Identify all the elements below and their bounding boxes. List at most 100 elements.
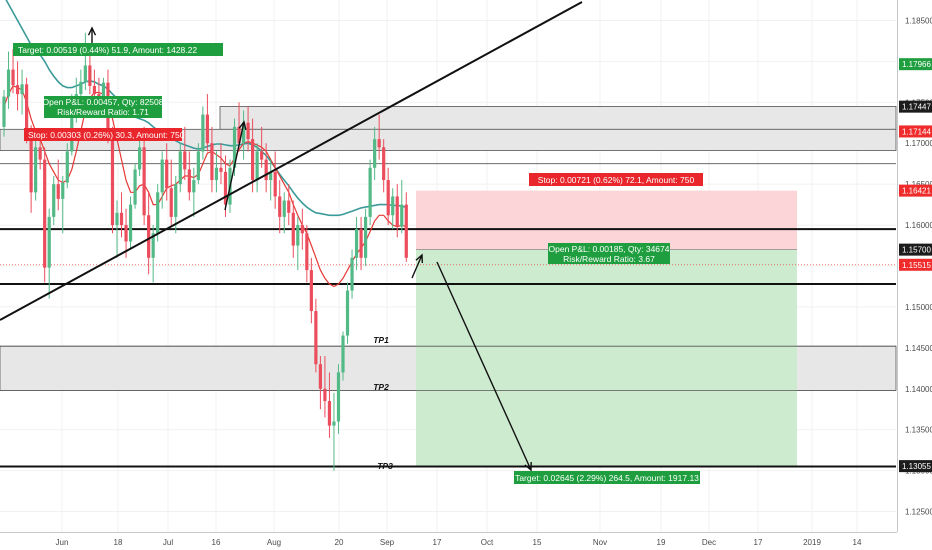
- candle-body-25: [115, 212, 119, 226]
- arrow-up-top-head: [87, 26, 97, 36]
- long-target-text: Target: 0.00519 (0.44%) 51.9, Amount: 14…: [18, 45, 197, 55]
- drawings: [0, 1, 583, 472]
- candle-body-30: [138, 147, 142, 170]
- candle-body-65: [296, 225, 300, 246]
- long-target-badge: Target: 0.00519 (0.44%) 51.9, Amount: 14…: [13, 43, 223, 56]
- price-tag-1.15700: 1.15700: [899, 243, 932, 256]
- price-tag-text-1.13055: 1.13055: [902, 462, 931, 471]
- candle-body-73: [332, 421, 336, 426]
- price-tag-bg-1.16421: [899, 184, 932, 197]
- candle-body-31: [142, 147, 146, 216]
- candle-body-78: [354, 229, 359, 258]
- candle-body-57: [260, 151, 264, 160]
- candle-body-59: [269, 171, 273, 181]
- time-tick-Oct: Oct: [481, 538, 494, 547]
- candle-body-1: [6, 69, 11, 97]
- candle-body-8: [38, 147, 42, 160]
- candle-body-12: [56, 184, 60, 199]
- candle-body-7: [34, 147, 38, 193]
- time-axis[interactable]: [0, 532, 932, 550]
- candle-body-79: [359, 229, 363, 258]
- candle-body-68: [309, 270, 313, 312]
- tp1-label: TP1: [373, 335, 389, 345]
- short-target-text: Target: 0.02645 (2.29%) 264.5, Amount: 1…: [515, 473, 699, 483]
- candle-body-29: [133, 169, 137, 205]
- candle-body-35: [160, 159, 164, 193]
- price-tag-text-1.15515: 1.15515: [902, 261, 931, 270]
- price-tag-text-1.17144: 1.17144: [902, 127, 931, 136]
- time-tick-20: 20: [335, 538, 344, 547]
- long-pnl-badge: Open P&L: 0.00457, Qty: 82508 Risk/Rewar…: [43, 96, 164, 118]
- price-tag-bg-1.17144: [899, 125, 932, 138]
- ma-fast-line: [3, 85, 407, 288]
- time-tick-19: 19: [657, 538, 666, 547]
- price-tag-1.16421: 1.16421: [899, 184, 932, 197]
- time-tick-18: 18: [114, 538, 123, 547]
- candle-body-2: [11, 69, 15, 86]
- candle-body-52: [237, 126, 241, 144]
- resistance-zone-upper: [219, 106, 897, 130]
- price-tick-1.12500: 1.12500: [905, 508, 932, 517]
- time-tick-2019: 2019: [803, 538, 821, 547]
- short-target-badge: Target: 0.02645 (2.29%) 264.5, Amount: 1…: [514, 471, 700, 484]
- short-stop-text: Stop: 0.00721 (0.62%) 72.1, Amount: 750: [538, 175, 695, 185]
- price-tag-text-1.15700: 1.15700: [902, 246, 931, 255]
- candle-body-9: [43, 159, 47, 268]
- moving-averages: [3, 0, 407, 288]
- short-position-boxes: [0, 190, 896, 467]
- candle-body-36: [165, 159, 169, 189]
- long-stop-badge: Stop: 0.00303 (0.26%) 30.3, Amount: 750: [24, 128, 185, 141]
- candle-body-18: [83, 65, 87, 82]
- time-tick-Sep: Sep: [380, 538, 395, 547]
- candle-body-66: [300, 225, 304, 234]
- candle-body-14: [65, 151, 69, 183]
- candle-body-76: [345, 290, 350, 336]
- time-tick-Jun: Jun: [56, 538, 69, 547]
- candle-body-55: [251, 139, 255, 181]
- price-tag-bg-1.15515: [899, 258, 932, 271]
- price-tag-1.17447: 1.17447: [899, 100, 932, 113]
- candle-body-10: [47, 216, 51, 268]
- candle-body-87: [395, 196, 399, 227]
- price-tick-1.15000: 1.15000: [905, 303, 932, 312]
- candle-body-84: [382, 147, 386, 181]
- candle-body-38: [174, 184, 178, 217]
- long-pnl-text: Open P&L: 0.00457, Qty: 82508: [43, 97, 164, 107]
- time-tick-Jul: Jul: [163, 538, 173, 547]
- time-tick-14: 14: [853, 538, 862, 547]
- candle-body-89: [404, 204, 408, 258]
- price-tag-1.15515: 1.15515: [899, 258, 932, 271]
- candle-body-74: [336, 372, 341, 422]
- arrow-down-target-shaft: [436, 261, 532, 471]
- short-pnl-badge: Open P&L: 0.00185, Qty: 34674 Risk/Rewar…: [548, 243, 670, 264]
- long-rr-text: Risk/Reward Ratio: 1.71: [57, 107, 149, 117]
- time-tick-Nov: Nov: [593, 538, 607, 547]
- candle-body-44: [201, 114, 205, 152]
- candle-body-46: [210, 143, 214, 181]
- short-stop-badge: Stop: 0.00721 (0.62%) 72.1, Amount: 750: [529, 173, 703, 186]
- candle-body-20: [92, 85, 96, 95]
- tp2-label: TP2: [373, 382, 389, 392]
- price-axis[interactable]: [897, 0, 932, 550]
- candle-body-47: [214, 167, 219, 181]
- candle-body-26: [119, 212, 124, 226]
- price-tick-1.14500: 1.14500: [905, 344, 932, 353]
- candle-body-17: [79, 81, 83, 95]
- candle-body-39: [178, 151, 182, 185]
- candle-body-58: [264, 159, 268, 181]
- candle-body-72: [327, 401, 332, 426]
- candle-body-69: [314, 311, 318, 365]
- time-tick-Aug: Aug: [267, 538, 281, 547]
- candle-body-13: [61, 182, 65, 199]
- horizontal-levels: [0, 163, 896, 468]
- candle-body-86: [391, 196, 395, 216]
- short-stop-zone: [416, 190, 797, 250]
- candle-body-5: [25, 84, 29, 137]
- time-axis-background: [0, 532, 932, 550]
- short-rr-text: Risk/Reward Ratio: 3.67: [563, 254, 655, 264]
- price-tag-bg-1.17447: [899, 100, 932, 113]
- candle-body-85: [386, 180, 390, 216]
- rising-trendline: [0, 1, 583, 321]
- price-axis-background: [897, 0, 932, 550]
